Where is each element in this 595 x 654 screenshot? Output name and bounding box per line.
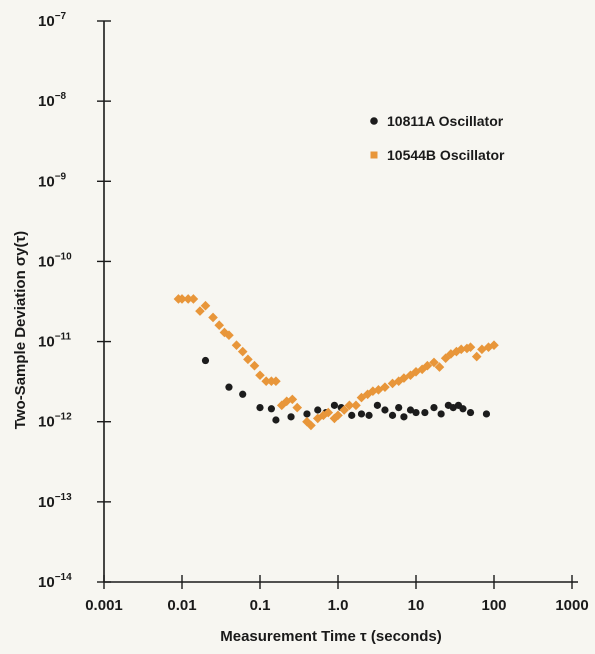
data-point (388, 411, 397, 419)
y-tick-label: 10−9 (38, 171, 67, 190)
data-point (437, 410, 445, 418)
data-point (406, 406, 415, 414)
y-tick-base: 10 (38, 93, 55, 110)
data-point (459, 405, 467, 413)
data-point (323, 407, 334, 418)
x-tick-label: 10 (408, 597, 425, 614)
data-point (201, 356, 210, 365)
y-tick-exponent: −12 (55, 412, 72, 423)
data-point (249, 360, 260, 371)
data-point (380, 382, 390, 392)
data-point (466, 408, 475, 417)
data-point (183, 294, 193, 304)
y-tick-base: 10 (38, 13, 55, 30)
data-point (482, 410, 491, 418)
y-tick-exponent: −13 (55, 492, 72, 503)
data-point (430, 404, 438, 412)
y-tick-label: 10−12 (38, 412, 72, 431)
data-point (412, 408, 420, 417)
data-point (400, 413, 408, 421)
y-tick-exponent: −9 (55, 171, 67, 182)
x-tick-label: 0.1 (250, 597, 271, 614)
y-tick-exponent: −10 (55, 251, 72, 262)
data-point (214, 320, 225, 331)
y-tick-base: 10 (38, 414, 55, 431)
data-point (314, 406, 322, 414)
data-point (188, 294, 199, 304)
y-tick-label: 10−10 (38, 251, 72, 270)
data-point (272, 416, 280, 424)
data-point (208, 312, 218, 323)
x-axis-title: Measurement Time τ (seconds) (220, 628, 441, 645)
data-point (287, 413, 295, 421)
x-tick-label: 1.0 (328, 597, 349, 614)
data-point (271, 376, 281, 387)
y-tick-exponent: −7 (55, 11, 67, 22)
data-point (348, 411, 356, 419)
y-tick-base: 10 (38, 334, 55, 351)
data-point (256, 404, 264, 412)
data-point (261, 376, 271, 387)
x-tick-label: 100 (481, 597, 506, 614)
legend-marker-10544b (370, 151, 378, 159)
data-point (237, 346, 248, 357)
data-point (177, 294, 187, 304)
data-point (429, 357, 439, 368)
y-axis-title: Two-Sample Deviation σy(τ) (12, 231, 29, 429)
x-tick-label: 0.01 (167, 597, 196, 614)
data-point (434, 362, 445, 372)
legend: 10811A Oscillator 10544B Oscillator (370, 113, 505, 163)
series-10544b (173, 294, 499, 431)
legend-marker-10811a (370, 117, 378, 125)
data-point (351, 400, 361, 411)
data-point (225, 383, 233, 391)
y-tick-exponent: −14 (55, 572, 72, 583)
x-tick-label: 1000 (555, 597, 588, 614)
data-point (267, 405, 275, 413)
y-tick-label: 10−8 (38, 91, 67, 110)
data-point (243, 354, 253, 365)
axes (103, 21, 578, 583)
y-tick-label: 10−7 (38, 11, 67, 30)
y-tick-label: 10−13 (38, 492, 72, 511)
data-point (395, 404, 403, 412)
y-tick-base: 10 (38, 494, 55, 511)
data-point (303, 410, 311, 418)
data-point (239, 390, 247, 398)
legend-label-10544b: 10544B Oscillator (387, 147, 505, 163)
series-10811a (201, 356, 491, 424)
data-point (373, 401, 382, 409)
data-point (365, 411, 373, 419)
data-point (330, 401, 339, 409)
data-point (255, 370, 265, 381)
x-tick-label: 0.001 (85, 597, 123, 614)
data-point (357, 410, 366, 418)
data-point (339, 405, 349, 415)
y-tick-base: 10 (38, 574, 55, 591)
data-point (231, 340, 242, 351)
data-point (471, 351, 482, 362)
y-tick-label: 10−14 (38, 572, 72, 591)
data-point (224, 330, 234, 341)
x-axis-ticks: 0.001 0.01 0.1 1.0 10 100 1000 (85, 575, 589, 614)
y-tick-exponent: −11 (55, 332, 72, 343)
y-tick-label: 10−11 (38, 332, 72, 351)
y-tick-exponent: −8 (55, 91, 67, 102)
y-tick-base: 10 (38, 173, 55, 190)
y-tick-base: 10 (38, 253, 55, 270)
legend-label-10811a: 10811A Oscillator (387, 113, 504, 129)
data-point (381, 406, 389, 414)
data-point (421, 408, 429, 417)
data-points (173, 294, 499, 431)
data-point (292, 402, 303, 413)
